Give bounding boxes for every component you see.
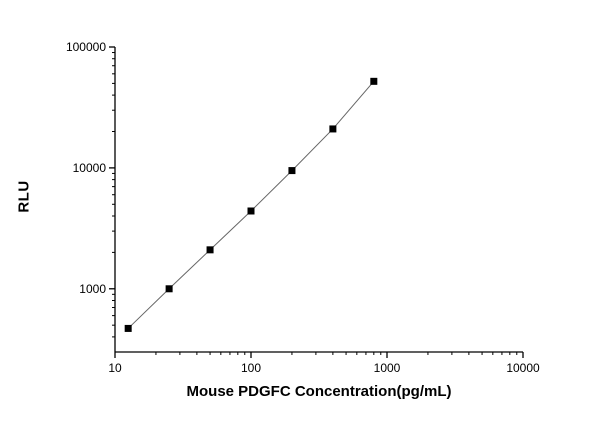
x-tick-label: 100 (241, 361, 261, 375)
data-point-marker (288, 167, 296, 175)
series-line (127, 81, 375, 329)
y-tick-label: 100000 (66, 40, 106, 54)
x-axis-title: Mouse PDGFC Concentration(pg/mL) (186, 383, 452, 400)
data-point-marker (124, 324, 132, 332)
data-point-marker (165, 285, 173, 293)
data-point-marker (329, 125, 337, 133)
x-tick-label: 10 (108, 361, 122, 375)
data-point-marker (370, 77, 378, 85)
data-point-marker (247, 207, 255, 215)
x-tick-label: 10000 (506, 361, 540, 375)
y-tick-label: 10000 (73, 161, 107, 175)
data-point-marker (206, 246, 214, 254)
y-axis-title: RLU (15, 180, 33, 213)
y-tick-label: 1000 (79, 282, 106, 296)
x-tick-label: 1000 (374, 361, 401, 375)
